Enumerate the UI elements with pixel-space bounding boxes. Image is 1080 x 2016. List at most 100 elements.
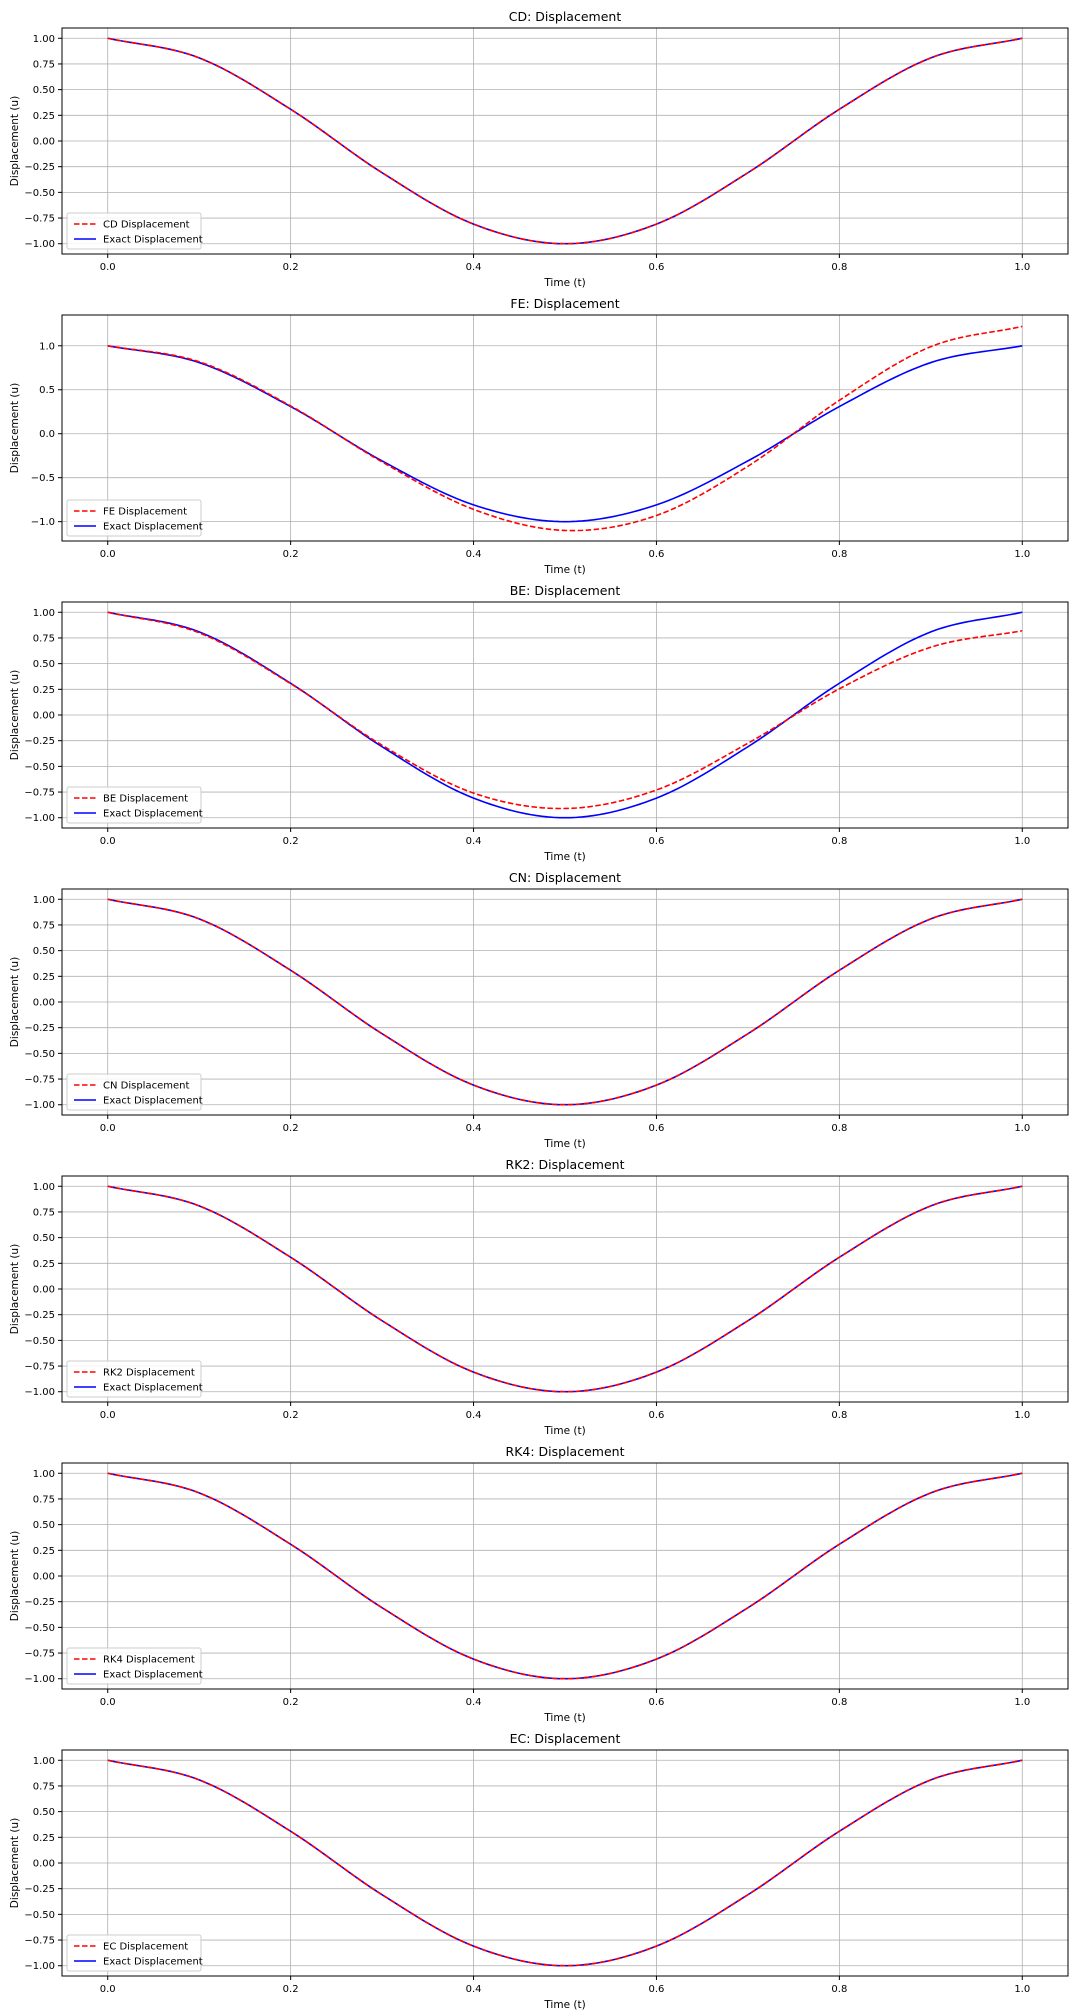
chart-5-x-tick-label: 0.2 (283, 1410, 299, 1421)
chart-3-y-tick-label: −0.75 (24, 788, 55, 799)
chart-3-x-tick-label: 0.6 (649, 836, 665, 847)
chart-4-y-tick-label: 0.50 (33, 946, 55, 957)
chart-3-y-tick-label: −0.50 (24, 762, 55, 773)
chart-6-y-axis-label: Displacement (u) (9, 1531, 21, 1621)
chart-2-y-tick-label: −0.5 (31, 473, 55, 484)
chart-6-y-tick-label: −0.75 (24, 1649, 55, 1660)
chart-2-y-axis-label: Displacement (u) (9, 383, 21, 473)
chart-4-x-tick-label: 0.2 (283, 1123, 299, 1134)
chart-6-y-tick-label: 0.00 (33, 1572, 55, 1583)
chart-5-x-axis-label: Time (t) (543, 1425, 585, 1437)
chart-7-y-tick-label: 0.00 (33, 1859, 55, 1870)
chart-2-x-tick-label: 0.6 (649, 549, 665, 560)
chart-3-x-tick-label: 1.0 (1014, 836, 1030, 847)
chart-3-series-numeric-line (107, 611, 1023, 810)
chart-2-legend-label: Exact Displacement (103, 522, 203, 533)
chart-7-y-tick-label: 1.00 (33, 1756, 55, 1767)
chart-6-series-numeric-line (107, 1472, 1023, 1680)
chart-7-legend-label: Exact Displacement (103, 1957, 203, 1968)
chart-5-y-tick-label: 0.00 (33, 1285, 55, 1296)
chart-5-legend-label: RK2 Displacement (103, 1368, 195, 1379)
chart-5-y-tick-label: 1.00 (33, 1182, 55, 1193)
chart-1-y-tick-label: 0.00 (33, 137, 55, 148)
chart-5-y-tick-label: 0.75 (33, 1207, 55, 1218)
chart-2-y-tick-label: 1.0 (39, 341, 55, 352)
chart-7-x-axis-label: Time (t) (543, 1999, 585, 2011)
chart-2-y-tick-label: 0.0 (39, 429, 55, 440)
chart-2-y-tick-label: 0.5 (39, 385, 55, 396)
chart-4-y-tick-label: 0.25 (33, 972, 55, 983)
chart-7-x-tick-label: 1.0 (1014, 1984, 1030, 1995)
chart-4-x-tick-label: 0.0 (100, 1123, 116, 1134)
chart-4-y-tick-label: 0.75 (33, 920, 55, 931)
chart-5-y-tick-label: −1.00 (24, 1387, 55, 1398)
chart-6-legend-label: Exact Displacement (103, 1670, 203, 1681)
chart-5-x-tick-label: 0.4 (466, 1410, 482, 1421)
chart-2-x-tick-label: 0.0 (100, 549, 116, 560)
chart-4-y-tick-label: 0.00 (33, 998, 55, 1009)
chart-7-x-tick-label: 0.4 (466, 1984, 482, 1995)
chart-5-y-tick-label: −0.25 (24, 1310, 55, 1321)
chart-3-x-tick-label: 0.2 (283, 836, 299, 847)
chart-5-x-tick-label: 1.0 (1014, 1410, 1030, 1421)
chart-7-y-tick-label: −0.75 (24, 1936, 55, 1947)
chart-6-x-tick-label: 0.2 (283, 1697, 299, 1708)
chart-2-series-numeric-line (107, 325, 1023, 532)
chart-4-y-tick-label: −0.25 (24, 1023, 55, 1034)
chart-3-y-tick-label: 0.25 (33, 685, 55, 696)
chart-3-legend-label: BE Displacement (103, 794, 188, 805)
chart-3-legend (66, 786, 202, 824)
chart-1-y-tick-label: −0.75 (24, 214, 55, 225)
chart-1-y-tick-label: 0.25 (33, 111, 55, 122)
chart-7-legend (66, 1934, 202, 1972)
chart-7-y-tick-label: 0.50 (33, 1807, 55, 1818)
chart-2-plot-area (62, 315, 1068, 541)
chart-5-x-tick-label: 0.6 (649, 1410, 665, 1421)
chart-1-x-tick-label: 0.6 (649, 262, 665, 273)
chart-3-y-tick-label: 0.50 (33, 659, 55, 670)
chart-5-y-tick-label: −0.50 (24, 1336, 55, 1347)
chart-4-y-tick-label: −1.00 (24, 1100, 55, 1111)
chart-7-y-axis-label: Displacement (u) (9, 1818, 21, 1908)
chart-1-y-tick-label: −1.00 (24, 239, 55, 250)
chart-1-x-tick-label: 0.2 (283, 262, 299, 273)
chart-4-y-tick-label: −0.50 (24, 1049, 55, 1060)
chart-6-x-tick-label: 0.0 (100, 1697, 116, 1708)
chart-6-x-tick-label: 0.6 (649, 1697, 665, 1708)
chart-3-y-tick-label: 1.00 (33, 608, 55, 619)
chart-4-x-axis-label: Time (t) (543, 1138, 585, 1150)
chart-7-x-tick-label: 0.2 (283, 1984, 299, 1995)
chart-1-x-tick-label: 1.0 (1014, 262, 1030, 273)
chart-3-y-tick-label: −0.25 (24, 736, 55, 747)
chart-7-y-tick-label: 0.25 (33, 1833, 55, 1844)
chart-3-x-tick-label: 0.8 (831, 836, 847, 847)
chart-4-y-tick-label: 1.00 (33, 895, 55, 906)
chart-3-y-axis-label: Displacement (u) (9, 670, 21, 760)
chart-4-y-axis-label: Displacement (u) (9, 957, 21, 1047)
chart-4-legend-label: CN Displacement (103, 1081, 189, 1092)
chart-2-x-axis-label: Time (t) (543, 564, 585, 576)
chart-7-y-tick-label: −0.50 (24, 1910, 55, 1921)
chart-2-title: FE: Displacement (510, 296, 619, 311)
chart-3-y-tick-label: 0.75 (33, 633, 55, 644)
chart-2-legend (66, 499, 202, 537)
chart-4-x-tick-label: 1.0 (1014, 1123, 1030, 1134)
chart-3-x-tick-label: 0.4 (466, 836, 482, 847)
chart-6-y-tick-label: 1.00 (33, 1469, 55, 1480)
chart-6-x-tick-label: 1.0 (1014, 1697, 1030, 1708)
chart-1-series-numeric-line (107, 37, 1023, 245)
chart-5-x-tick-label: 0.0 (100, 1410, 116, 1421)
chart-6-y-tick-label: 0.75 (33, 1494, 55, 1505)
chart-7-y-tick-label: 0.75 (33, 1781, 55, 1792)
chart-5-legend (66, 1360, 202, 1398)
chart-5-legend-label: Exact Displacement (103, 1383, 203, 1394)
chart-2-axes-frame (61, 314, 1069, 542)
chart-3-y-tick-label: −1.00 (24, 813, 55, 824)
chart-6-x-tick-label: 0.4 (466, 1697, 482, 1708)
chart-1-y-tick-label: −0.50 (24, 188, 55, 199)
chart-2-legend-label: FE Displacement (103, 507, 187, 518)
chart-5-y-tick-label: 0.25 (33, 1259, 55, 1270)
chart-5-series-numeric-line (107, 1185, 1023, 1393)
chart-1-title: CD: Displacement (509, 9, 622, 24)
chart-1-legend-label: CD Displacement (103, 220, 190, 231)
